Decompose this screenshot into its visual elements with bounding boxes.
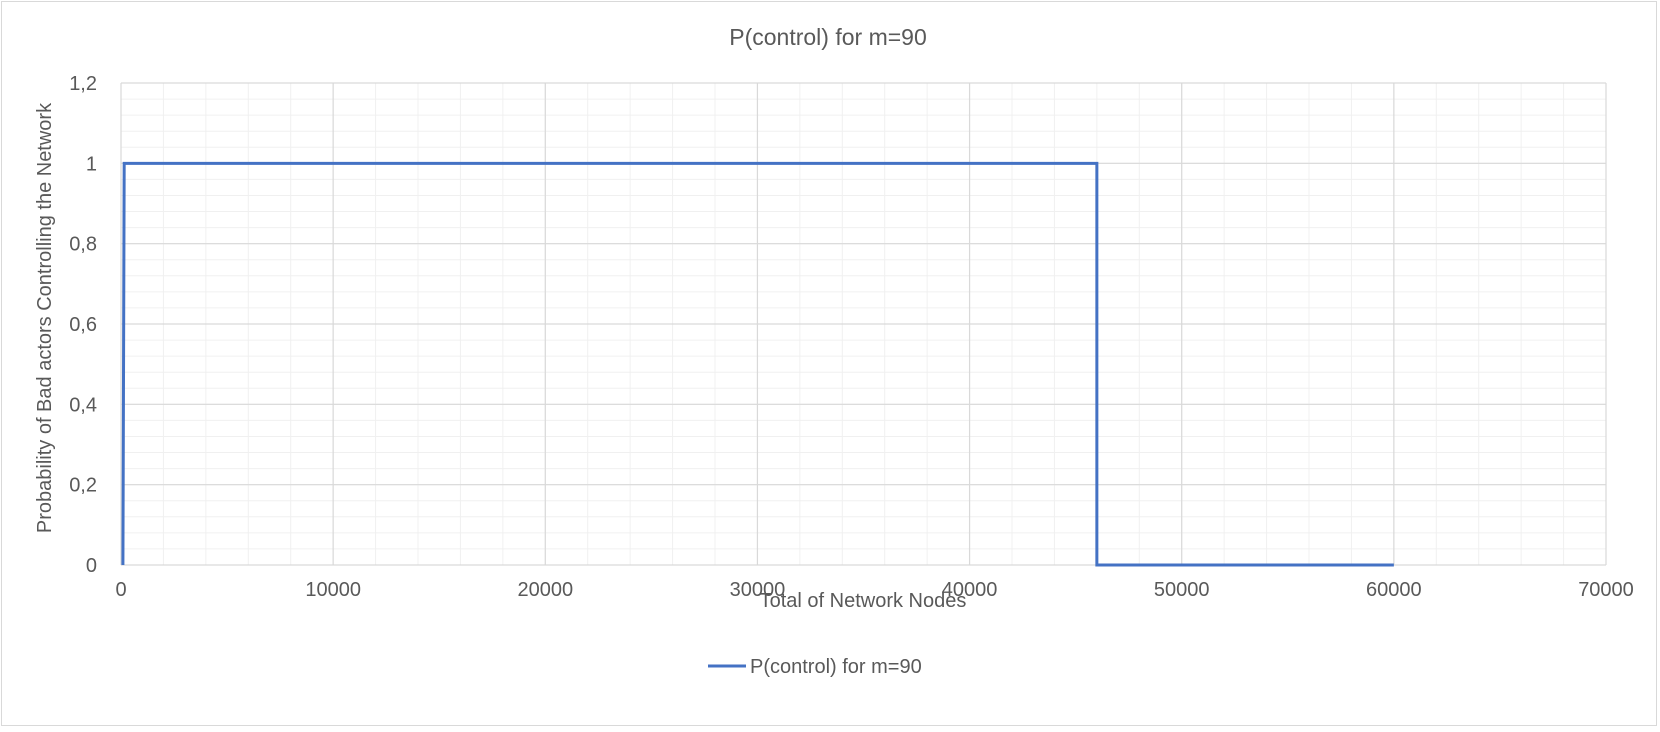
x-tick-label: 30000 — [730, 579, 786, 601]
y-tick-label: 0,8 — [69, 234, 97, 256]
x-tick-label: 10000 — [305, 579, 361, 601]
chart-title: P(control) for m=90 — [729, 24, 927, 50]
major-gridlines — [120, 82, 1607, 566]
legend: P(control) for m=90 — [708, 656, 922, 678]
y-tick-label: 0,2 — [69, 475, 97, 497]
x-tick-label: 40000 — [942, 579, 998, 601]
y-tick-label: 0,4 — [69, 394, 97, 416]
x-tick-label: 70000 — [1578, 579, 1634, 601]
y-tick-label: 0 — [86, 555, 97, 577]
y-tick-label: 1 — [86, 153, 97, 175]
y-tick-label: 0,6 — [69, 314, 97, 336]
x-tick-label: 20000 — [517, 579, 573, 601]
series-layer — [121, 161, 1394, 567]
x-axis-label: Total of Network Nodes — [760, 590, 967, 612]
x-tick-label: 0 — [115, 579, 126, 601]
y-axis-label: Probability of Bad actors Controlling th… — [34, 102, 56, 533]
x-tick-label: 60000 — [1366, 579, 1422, 601]
legend-label: P(control) for m=90 — [750, 656, 922, 678]
x-tick-label: 50000 — [1154, 579, 1210, 601]
y-axis-tick-labels: 0 0,2 0,4 0,6 0,8 1 1,2 — [69, 73, 97, 577]
y-tick-label: 1,2 — [69, 73, 97, 95]
x-axis-tick-labels: 0 10000 20000 30000 40000 50000 60000 70000 — [115, 579, 1633, 601]
series-line — [121, 161, 1394, 567]
